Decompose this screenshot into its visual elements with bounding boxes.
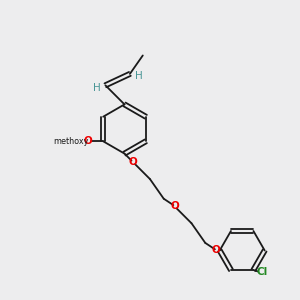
- Text: O: O: [83, 136, 92, 146]
- Text: Cl: Cl: [257, 267, 268, 278]
- Text: O: O: [170, 201, 179, 211]
- Text: methoxy: methoxy: [53, 137, 88, 146]
- Text: O: O: [212, 245, 220, 256]
- Text: O: O: [129, 157, 137, 167]
- Text: H: H: [135, 71, 143, 81]
- Text: H: H: [92, 83, 100, 93]
